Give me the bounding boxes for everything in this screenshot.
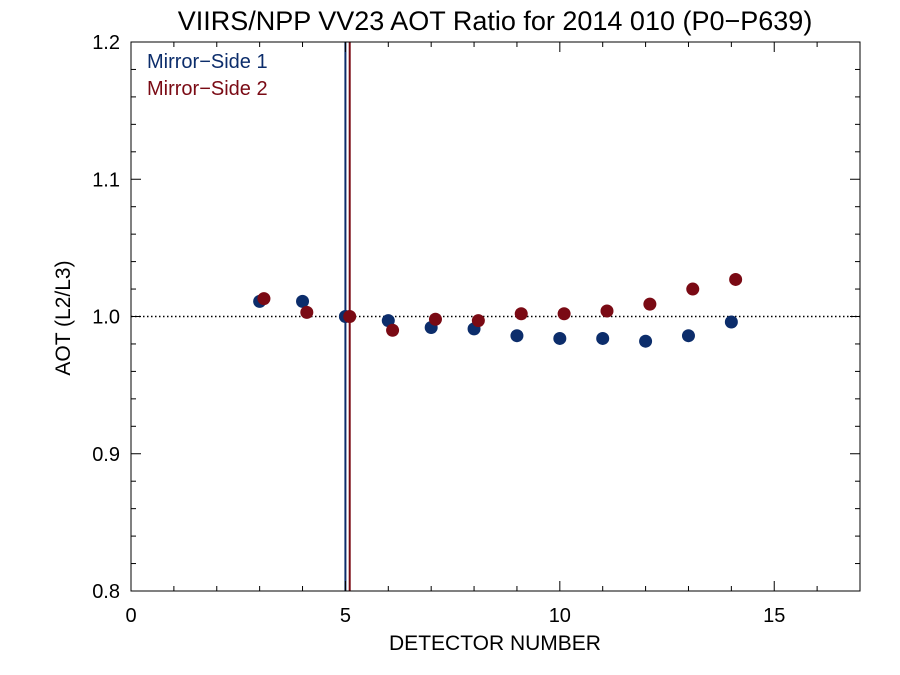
data-point-series-1 bbox=[724, 315, 738, 329]
x-tick-label: 5 bbox=[340, 605, 351, 627]
tick-labels-layer: 0 5 10 15 0.8 0.9 1.0 1.1 1.2 bbox=[92, 32, 785, 627]
legend: Mirror−Side 1 Mirror−Side 2 bbox=[147, 51, 268, 100]
x-axis-label: DETECTOR NUMBER bbox=[389, 632, 601, 655]
data-point-series-2 bbox=[343, 310, 357, 323]
data-point-series-1 bbox=[296, 294, 310, 308]
data-point-series-2 bbox=[471, 314, 485, 328]
y-axis-label: AOT (L2/L3) bbox=[52, 260, 75, 375]
y-tick-label: 0.9 bbox=[92, 444, 120, 466]
data-point-series-2 bbox=[257, 292, 271, 306]
x-tick-label: 15 bbox=[763, 605, 785, 627]
data-point-series-2 bbox=[729, 272, 743, 286]
data-point-series-2 bbox=[557, 307, 571, 321]
data-point-series-2 bbox=[643, 297, 657, 311]
y-tick-label: 1.1 bbox=[92, 169, 120, 191]
data-point-series-1 bbox=[639, 334, 653, 348]
data-point-series-1 bbox=[510, 329, 524, 343]
x-tick-label: 10 bbox=[549, 605, 571, 627]
y-tick-label: 1.2 bbox=[92, 32, 120, 54]
data-point-series-2 bbox=[514, 307, 528, 321]
data-point-series-2 bbox=[300, 305, 314, 319]
legend-entry-2: Mirror−Side 2 bbox=[147, 78, 268, 100]
y-tick-label: 0.8 bbox=[92, 581, 120, 603]
legend-entry-1: Mirror−Side 1 bbox=[147, 51, 268, 73]
data-point-series-2 bbox=[600, 304, 614, 318]
y-tick-label: 1.0 bbox=[92, 307, 120, 329]
x-tick-label: 0 bbox=[125, 605, 136, 627]
data-point-series-2 bbox=[428, 312, 442, 326]
data-point-series-2 bbox=[386, 323, 400, 337]
plot-frame bbox=[130, 41, 861, 592]
data-point-series-2 bbox=[686, 282, 700, 296]
data-point-series-1 bbox=[553, 331, 567, 345]
data-point-series-1 bbox=[681, 329, 695, 343]
chart-title: VIIRS/NPP VV23 AOT Ratio for 2014 010 (P… bbox=[178, 6, 813, 36]
data-points-layer bbox=[253, 272, 743, 348]
data-point-series-1 bbox=[596, 331, 610, 345]
